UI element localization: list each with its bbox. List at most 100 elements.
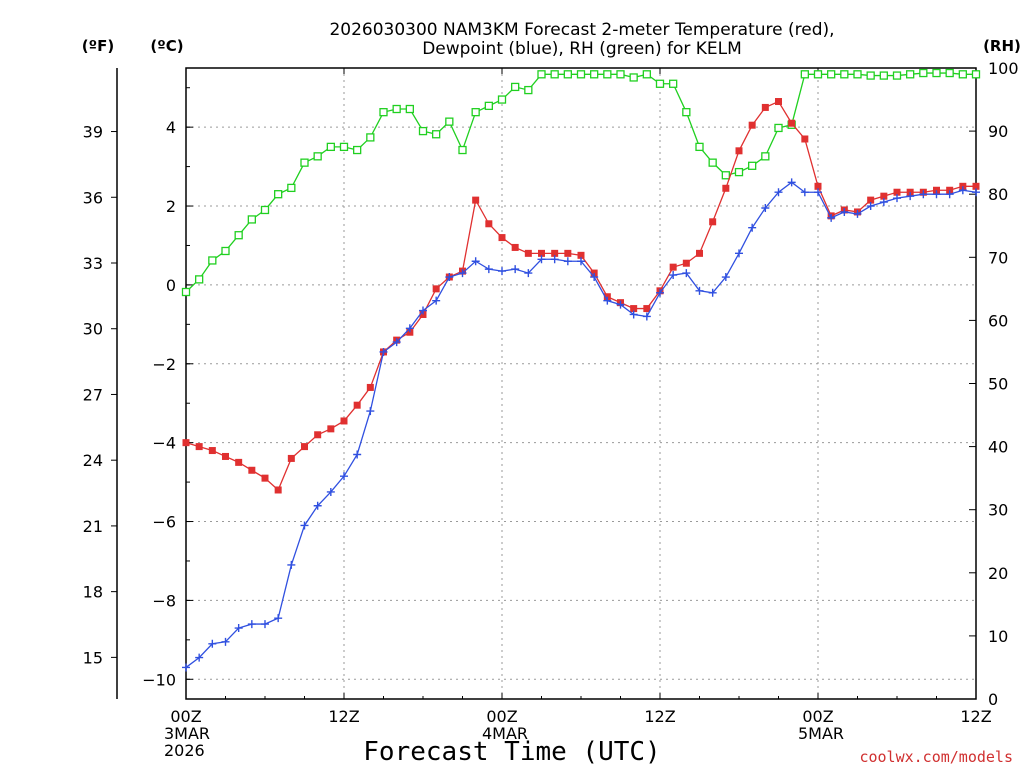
data-point — [643, 305, 651, 313]
x-axis-label: Forecast Time (UTC) — [363, 737, 660, 767]
time-tick-label: 12Z — [328, 707, 359, 726]
data-point — [260, 205, 270, 215]
data-point — [564, 249, 572, 257]
rh-tick-label: 50 — [988, 375, 1008, 394]
data-point — [287, 560, 296, 569]
data-point — [458, 269, 467, 278]
data-point — [708, 288, 717, 297]
data-point — [827, 213, 836, 222]
data-point — [195, 443, 203, 451]
celsius-tick-label: −2 — [152, 355, 176, 374]
fahrenheit-tick-label: 21 — [83, 517, 103, 536]
data-point — [748, 121, 756, 129]
data-point — [630, 305, 638, 313]
data-point — [551, 249, 559, 257]
data-point — [392, 338, 401, 347]
data-point — [590, 70, 599, 79]
celsius-tick-label: 2 — [166, 197, 176, 216]
fahrenheit-tick-label: 24 — [83, 451, 103, 470]
data-point — [235, 458, 243, 466]
data-point — [932, 68, 941, 78]
data-point — [485, 220, 493, 228]
data-point — [801, 135, 809, 143]
rh-tick-label: 70 — [988, 248, 1008, 267]
data-point — [326, 142, 335, 152]
rh-tick-label: 80 — [988, 185, 1008, 204]
data-point — [919, 68, 928, 78]
data-point — [326, 487, 335, 496]
data-point — [247, 215, 256, 224]
data-point — [208, 639, 217, 648]
time-tick-label: 3MAR — [164, 724, 210, 743]
chart-title-line-2: Dewpoint (blue), RH (green) for KELM — [422, 39, 742, 59]
time-tick-label: 00Z — [486, 707, 517, 726]
data-point — [814, 182, 822, 190]
data-point — [432, 285, 440, 293]
data-point — [629, 310, 638, 319]
data-point — [735, 249, 743, 258]
fahrenheit-unit-label: (ºF) — [82, 37, 114, 55]
data-point — [248, 466, 256, 474]
data-point — [708, 158, 717, 167]
data-point — [511, 243, 519, 251]
time-tick-label: 00Z — [170, 707, 201, 726]
data-point — [405, 324, 414, 333]
data-point — [511, 265, 520, 274]
data-point — [537, 255, 546, 264]
data-point — [208, 256, 217, 265]
data-point — [550, 70, 559, 79]
celsius-unit-label: (ºC) — [150, 37, 183, 55]
data-point — [340, 472, 348, 481]
time-tick-label: 2026 — [164, 741, 205, 760]
temperature-series — [182, 98, 980, 494]
data-point — [524, 249, 532, 257]
data-point — [314, 431, 322, 439]
data-point — [484, 265, 493, 274]
data-point — [353, 145, 362, 155]
data-point — [524, 269, 533, 278]
data-point — [906, 70, 915, 79]
data-point — [353, 450, 362, 459]
data-point — [761, 204, 770, 213]
data-point — [287, 183, 296, 193]
data-point — [787, 178, 796, 187]
time-tick-label: 5MAR — [798, 724, 844, 743]
data-point — [721, 273, 730, 282]
data-point — [879, 198, 888, 207]
data-point — [603, 70, 612, 79]
data-point — [234, 231, 243, 240]
fahrenheit-tick-label: 27 — [83, 385, 103, 404]
celsius-tick-label: −8 — [152, 591, 176, 610]
celsius-tick-label: 0 — [166, 276, 176, 295]
data-point — [261, 620, 269, 629]
data-point — [695, 286, 704, 295]
data-point — [971, 70, 981, 79]
data-point — [472, 196, 480, 204]
time-tick-label: 12Z — [644, 707, 675, 726]
data-point — [800, 188, 809, 197]
data-point — [208, 447, 216, 455]
data-point — [800, 70, 809, 79]
data-point — [945, 190, 954, 199]
data-point — [445, 117, 454, 126]
data-point — [313, 501, 322, 510]
data-point — [418, 126, 428, 136]
data-point — [775, 98, 782, 106]
data-point — [945, 68, 954, 78]
data-point — [313, 152, 322, 161]
data-point — [761, 152, 770, 161]
data-point — [379, 347, 388, 356]
celsius-tick-label: −10 — [142, 670, 176, 689]
dewpoint-series — [182, 178, 980, 672]
data-point — [301, 443, 308, 451]
data-point — [682, 108, 691, 117]
fahrenheit-tick-label: 15 — [83, 648, 103, 667]
chart-title-line-1: 2026030300 NAM3KM Forecast 2-meter Tempe… — [329, 20, 834, 40]
data-point — [932, 190, 941, 199]
data-point — [550, 255, 559, 264]
data-point — [274, 190, 283, 199]
data-point — [419, 306, 427, 315]
data-point — [182, 663, 190, 672]
